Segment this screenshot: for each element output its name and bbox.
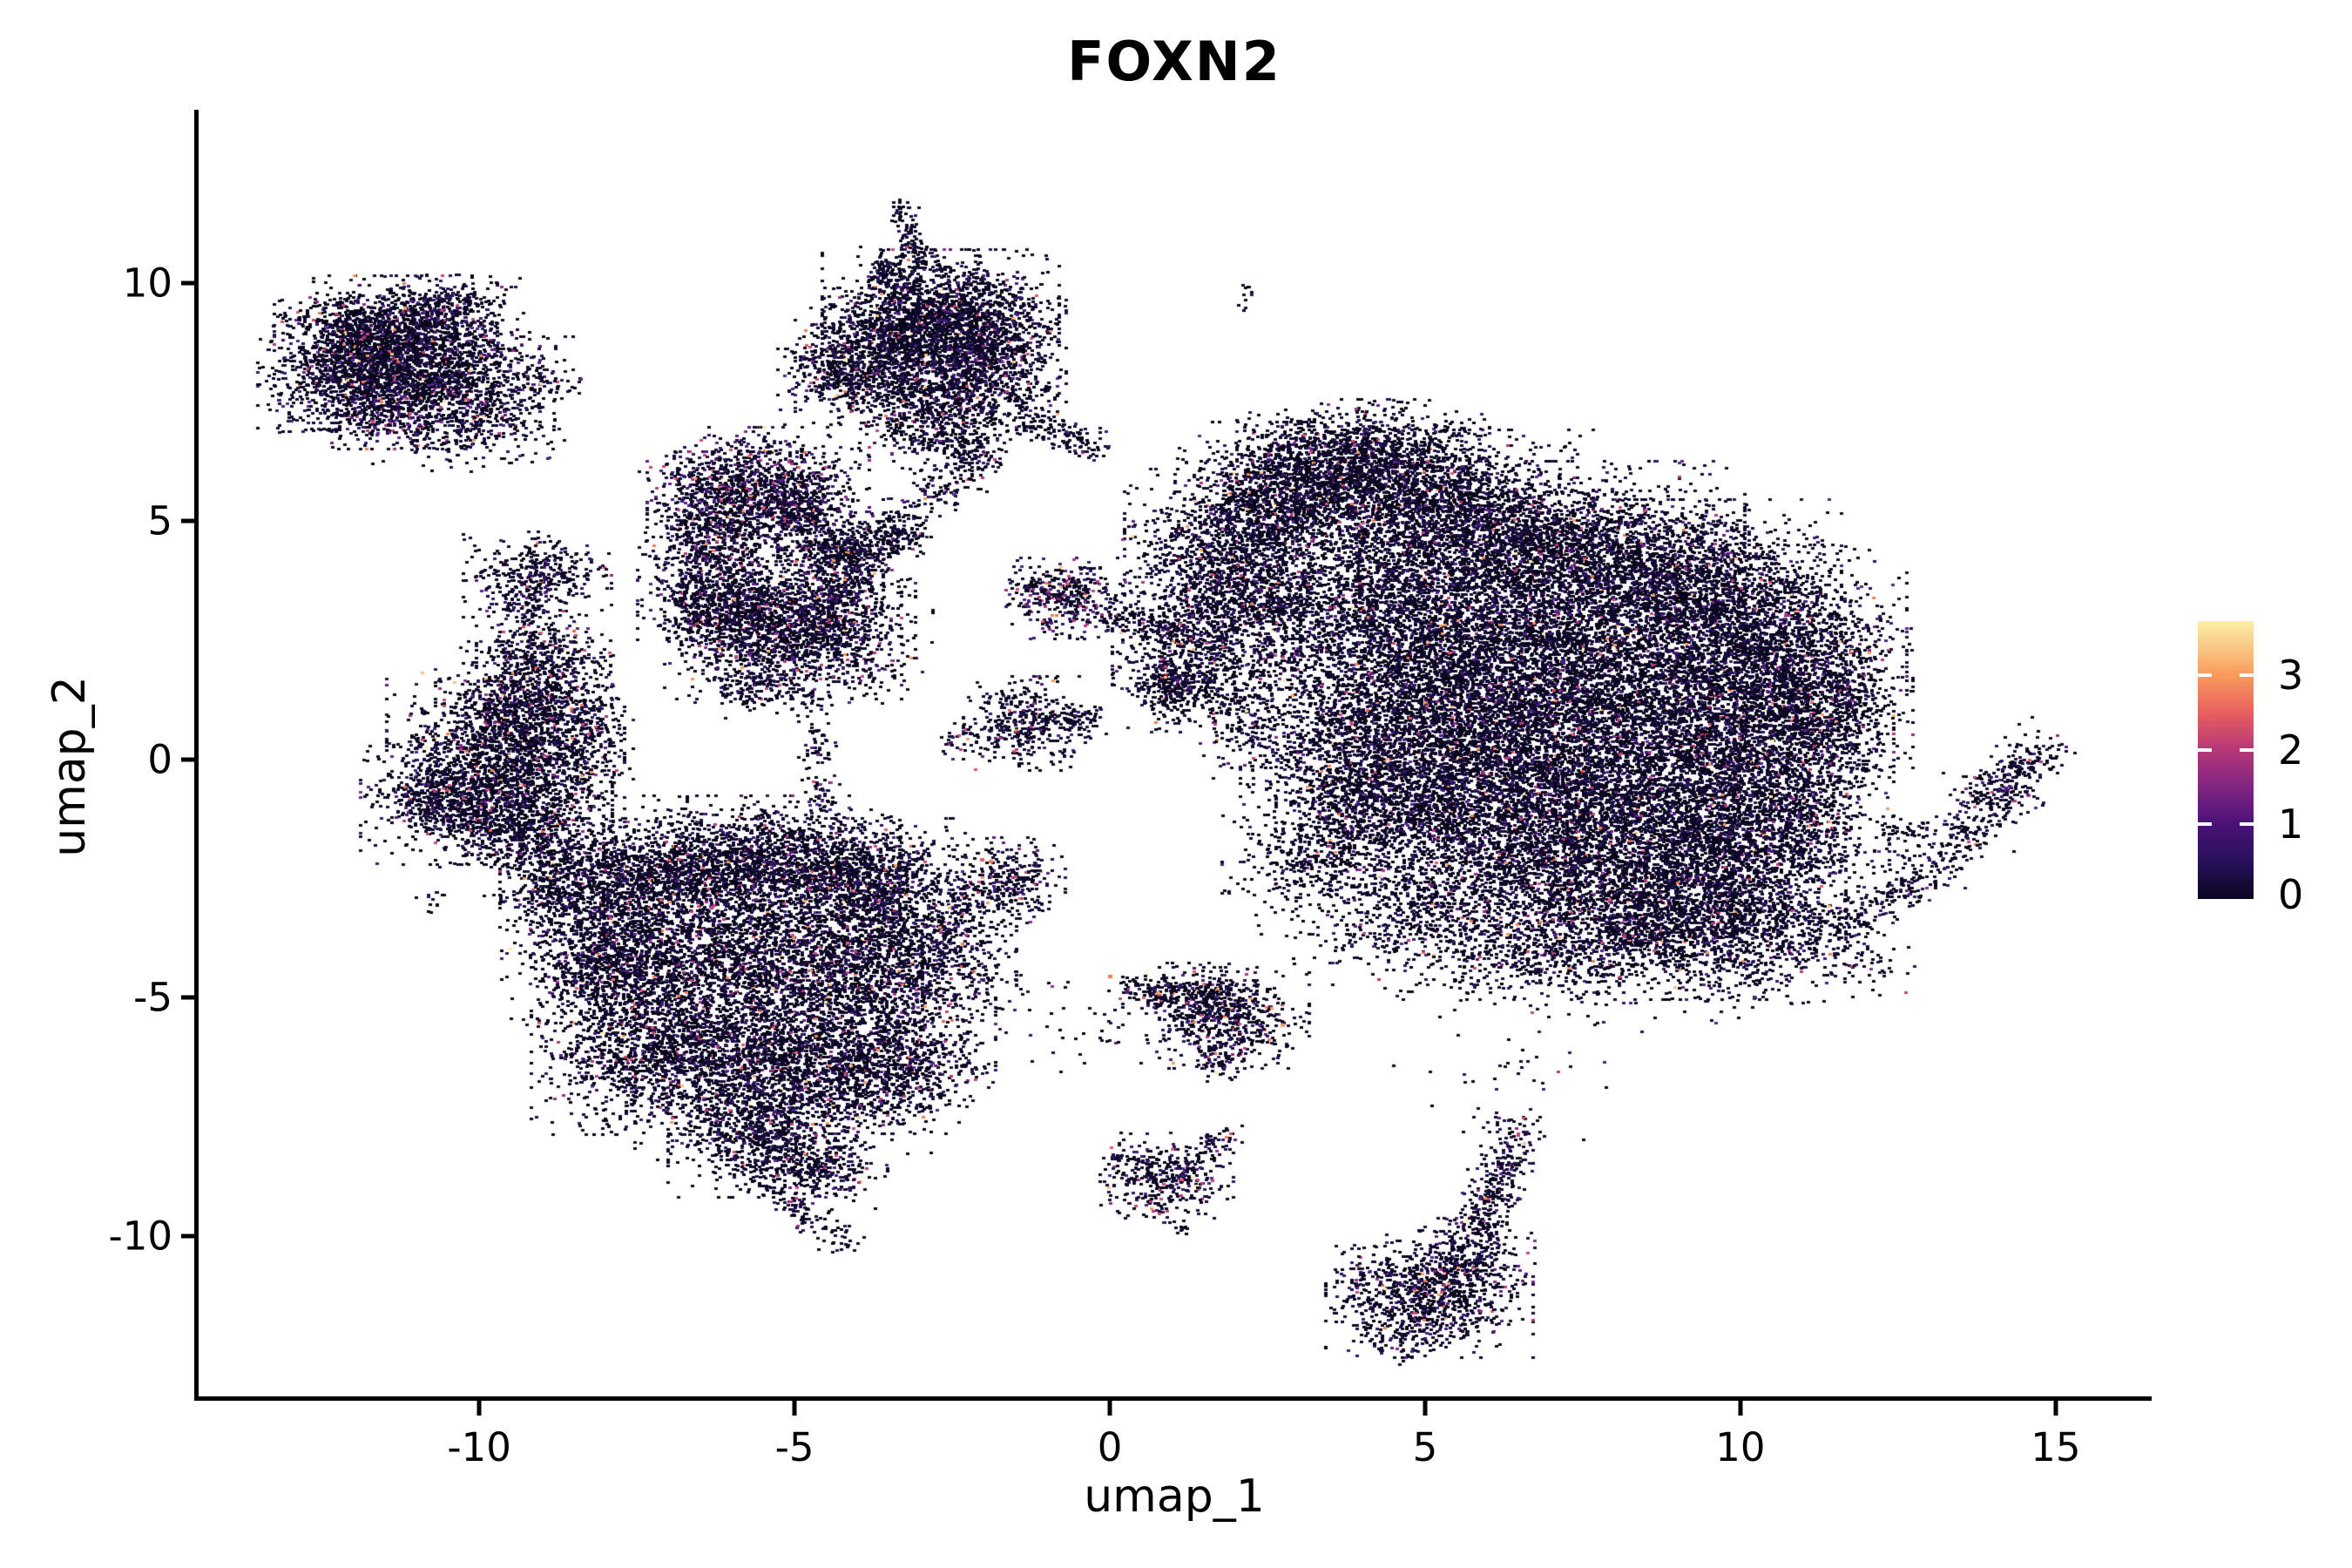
x-axis-line [194, 1396, 2152, 1401]
colorbar-tick-label: 2 [2278, 726, 2304, 774]
umap-scatter-canvas [199, 112, 2149, 1398]
x-tick-mark [1738, 1401, 1743, 1416]
colorbar-tick-label: 3 [2278, 652, 2304, 700]
colorbar-tick-notch [2240, 673, 2254, 678]
y-axis-line [194, 110, 199, 1401]
y-tick-mark [181, 518, 196, 524]
x-tick-label: -10 [447, 1424, 511, 1470]
x-tick-label: 10 [1715, 1424, 1766, 1470]
x-tick-label: 0 [1097, 1424, 1123, 1470]
y-tick-label: 5 [147, 497, 172, 544]
x-tick-label: -5 [774, 1424, 814, 1470]
y-tick-label: 0 [147, 736, 172, 783]
colorbar-tick-label: 1 [2278, 801, 2304, 848]
x-axis-title: umap_1 [1084, 1470, 1265, 1523]
colorbar-tick-notch [2198, 822, 2212, 827]
colorbar-tick-notch [2198, 747, 2212, 752]
colorbar-tick-notch [2240, 822, 2254, 827]
x-tick-mark [1423, 1401, 1428, 1416]
y-axis-title: umap_2 [44, 676, 96, 857]
colorbar-tick-notch [2240, 747, 2254, 752]
y-tick-mark [181, 995, 196, 1000]
y-tick-label: 10 [122, 260, 172, 307]
plot-title: FOXN2 [1067, 30, 1281, 93]
y-tick-mark [181, 1233, 196, 1239]
y-tick-label: -5 [133, 974, 172, 1021]
colorbar-tick-notch [2198, 673, 2212, 678]
y-tick-mark [181, 757, 196, 762]
expression-colorbar [2198, 621, 2254, 899]
colorbar-tick-label: 0 [2278, 871, 2304, 918]
x-tick-mark [1107, 1401, 1112, 1416]
y-tick-mark [181, 280, 196, 286]
y-tick-label: -10 [108, 1213, 173, 1260]
colorbar-gradient [2198, 621, 2254, 899]
x-tick-mark [476, 1401, 482, 1416]
x-tick-mark [2053, 1401, 2058, 1416]
x-tick-mark [792, 1401, 797, 1416]
x-tick-label: 5 [1412, 1424, 1438, 1470]
x-tick-label: 15 [2031, 1424, 2081, 1470]
